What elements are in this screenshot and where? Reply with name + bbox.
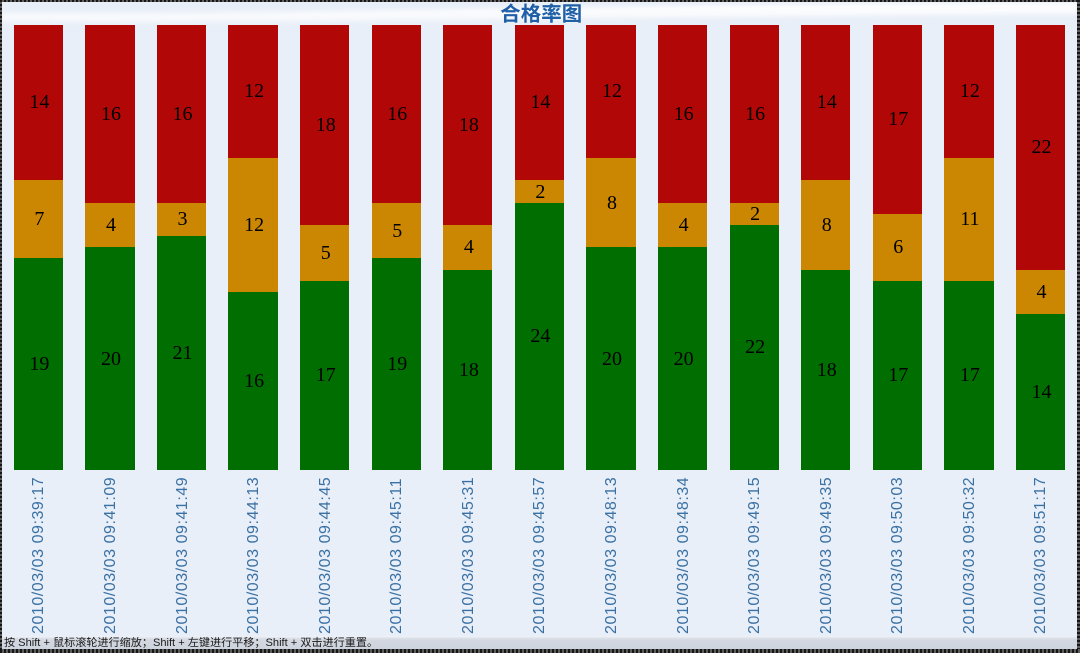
svg-text:Shift: Shift [266, 637, 288, 649]
svg-text:+: + [291, 637, 297, 649]
svg-text:Shift: Shift [153, 637, 175, 649]
svg-text:+: + [43, 637, 49, 649]
svg-text:Shift: Shift [18, 637, 40, 649]
svg-text:+: + [178, 637, 184, 649]
